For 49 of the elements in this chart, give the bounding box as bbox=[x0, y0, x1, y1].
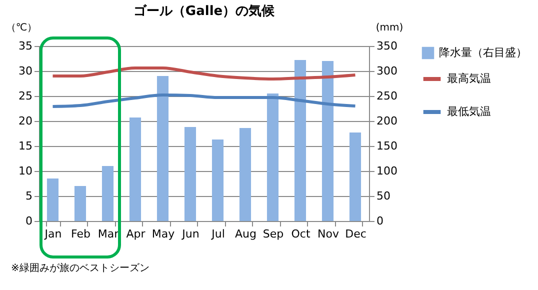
x-tick-label: Aug bbox=[235, 228, 256, 240]
bar bbox=[129, 118, 142, 221]
bar bbox=[156, 76, 169, 221]
bar bbox=[74, 186, 86, 221]
y-tick-label: 10 bbox=[18, 164, 32, 178]
x-tick-label: Jan bbox=[44, 228, 62, 240]
y-tick-label: 15 bbox=[18, 140, 32, 152]
bar bbox=[46, 178, 59, 221]
bar bbox=[322, 61, 334, 221]
bar bbox=[102, 166, 114, 221]
x-tick-label: Feb bbox=[71, 228, 90, 240]
y-tick-label: 35 bbox=[18, 40, 32, 52]
legend-label: 降水量（右目盛） bbox=[439, 46, 527, 59]
legend-label: 最高気温 bbox=[447, 72, 491, 85]
bar bbox=[239, 128, 252, 221]
y2-tick-label: 200 bbox=[376, 114, 398, 128]
bar bbox=[212, 140, 224, 221]
y-tick-label: 30 bbox=[18, 64, 32, 78]
x-tick-label: Sep bbox=[262, 228, 284, 240]
legend-label: 最低気温 bbox=[447, 105, 491, 118]
y-tick-label: 0 bbox=[26, 214, 32, 228]
x-tick-label: Jul bbox=[210, 228, 225, 240]
x-tick-label: Dec bbox=[345, 228, 366, 240]
y2-tick-label: 250 bbox=[376, 90, 398, 102]
bar bbox=[294, 60, 306, 221]
bar bbox=[184, 127, 196, 221]
x-tick-label: Nov bbox=[318, 228, 340, 240]
x-tick-label: May bbox=[152, 228, 176, 240]
y2-tick-label: 50 bbox=[376, 190, 390, 202]
bar bbox=[349, 132, 362, 221]
y-tick-label: 25 bbox=[18, 90, 32, 102]
y2-tick-label: 100 bbox=[376, 164, 398, 178]
y2-tick-label: 150 bbox=[376, 140, 398, 152]
line-series bbox=[51, 94, 357, 108]
y2-tick-label: 300 bbox=[376, 64, 398, 78]
x-tick-label: Apr bbox=[126, 228, 146, 240]
y2-axis-title: (mm) bbox=[376, 22, 404, 34]
y-tick-label: 20 bbox=[18, 114, 32, 128]
x-tick-label: Jun bbox=[181, 228, 200, 240]
y-axis-title: （℃） bbox=[6, 22, 38, 34]
y-tick-label: 5 bbox=[26, 190, 32, 202]
y2-tick-label: 350 bbox=[376, 40, 398, 52]
chart-title: ゴール（Galle）の気候 bbox=[133, 4, 276, 19]
bar bbox=[266, 94, 279, 221]
text: ※緑囲みが旅のベストシーズン bbox=[11, 262, 150, 274]
y2-tick-label: 0 bbox=[376, 214, 384, 228]
x-tick-label: Mar bbox=[98, 228, 120, 240]
x-tick-label: Oct bbox=[291, 228, 311, 240]
line-series bbox=[51, 66, 357, 80]
